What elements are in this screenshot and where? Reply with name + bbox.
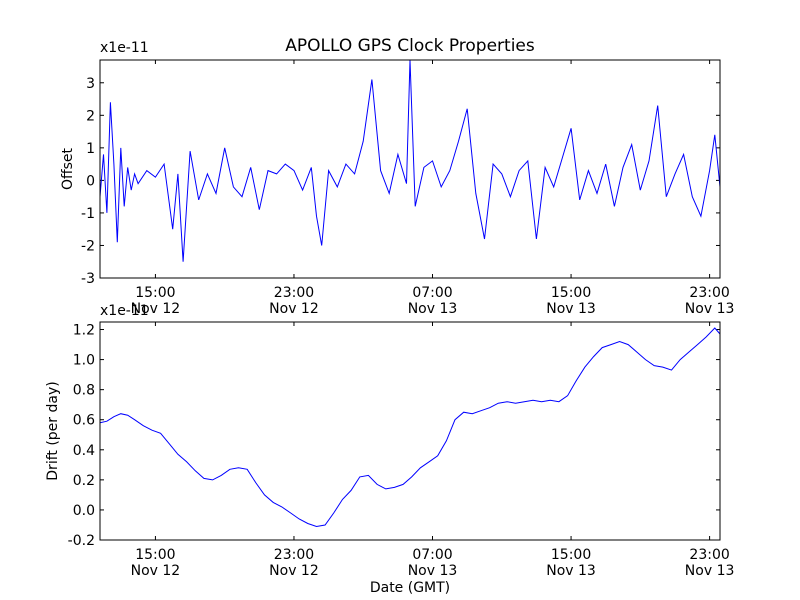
drift-scale-label: x1e-11: [100, 303, 149, 319]
offset-scale-label: x1e-11: [100, 40, 149, 56]
drift-xtick-time-label: 15:00: [551, 547, 591, 563]
drift-xtick-date-label: Nov 12: [131, 563, 181, 579]
drift-xtick-time-label: 23:00: [689, 547, 729, 563]
offset-ytick-label: -3: [81, 271, 95, 287]
offset-ytick-label: 1: [86, 141, 95, 157]
offset-xtick-time-label: 15:00: [551, 285, 591, 301]
drift-xtick-date-label: Nov 13: [685, 563, 735, 579]
drift-xtick-date-label: Nov 13: [546, 563, 596, 579]
drift-xtick-time-label: 23:00: [274, 547, 314, 563]
offset-xtick-date-label: Nov 13: [408, 301, 458, 317]
drift-ytick-label: 0.6: [73, 413, 95, 429]
drift-ytick-label: 1.2: [73, 323, 95, 339]
drift-xtick-date-label: Nov 13: [408, 563, 458, 579]
drift-panel: x1e-11 Drift (per day) -0.2 0.0 0.2 0.4 0.6 0…: [45, 303, 734, 596]
drift-ytick-label: 0.8: [73, 383, 95, 399]
drift-ytick-label: 1.0: [73, 353, 95, 369]
drift-xtick-time-label: 07:00: [412, 547, 452, 563]
offset-series-line: [99, 59, 721, 262]
drift-ytick-label: -0.2: [68, 533, 95, 549]
offset-xtick-date-label: Nov 13: [685, 301, 735, 317]
drift-axes-frame: [99, 321, 721, 541]
offset-ytick-label: -2: [81, 238, 95, 254]
offset-ytick-label: 2: [86, 108, 95, 124]
drift-xtick-time-label: 15:00: [135, 547, 175, 563]
drift-y-axis-label: Drift (per day): [45, 381, 61, 480]
drift-series-line: [99, 327, 721, 528]
offset-ytick-label: 0: [86, 173, 95, 189]
offset-xtick-time-label: 23:00: [689, 285, 729, 301]
offset-axes-frame: [99, 59, 721, 279]
offset-y-axis-label: Offset: [60, 147, 76, 190]
drift-ytick-label: 0.2: [73, 473, 95, 489]
offset-xtick-date-label: Nov 12: [131, 301, 181, 317]
drift-ytick-label: 0.4: [73, 443, 95, 459]
x-axis-label: Date (GMT): [370, 580, 450, 596]
chart-title: APOLLO GPS Clock Properties: [285, 36, 535, 56]
offset-ytick-label: 3: [86, 76, 95, 92]
offset-xtick-date-label: Nov 13: [546, 301, 596, 317]
offset-ytick-label: -1: [81, 206, 95, 222]
drift-xtick-date-label: Nov 12: [269, 563, 319, 579]
offset-xtick-time-label: 23:00: [274, 285, 314, 301]
offset-xtick-date-label: Nov 12: [269, 301, 319, 317]
drift-ytick-label: 0.0: [73, 503, 95, 519]
offset-xtick-time-label: 07:00: [412, 285, 452, 301]
offset-xtick-time-label: 15:00: [135, 285, 175, 301]
